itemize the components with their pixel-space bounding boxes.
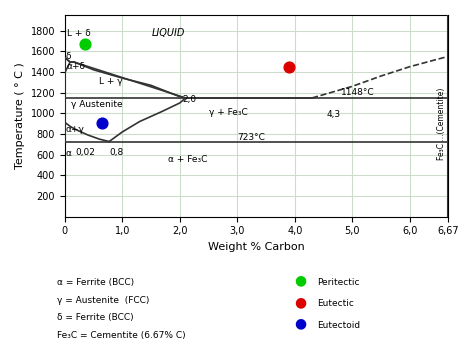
Text: α + Fe₃C: α + Fe₃C bbox=[168, 155, 208, 164]
Text: 2,0: 2,0 bbox=[182, 95, 197, 104]
Text: LIQUID: LIQUID bbox=[152, 28, 185, 38]
Text: 1148°C: 1148°C bbox=[341, 88, 374, 97]
Text: δ = Ferrite (BCC): δ = Ferrite (BCC) bbox=[57, 313, 134, 323]
Text: ●: ● bbox=[294, 274, 306, 288]
Text: L + γ: L + γ bbox=[100, 77, 123, 86]
Text: 4,3: 4,3 bbox=[327, 110, 340, 119]
Text: ●: ● bbox=[294, 295, 306, 309]
Text: 0,8: 0,8 bbox=[109, 148, 124, 157]
Text: Fe₃C ...(Cementite): Fe₃C ...(Cementite) bbox=[437, 88, 446, 160]
X-axis label: Weight % Carbon: Weight % Carbon bbox=[208, 242, 305, 252]
Text: γ + Fe₃C: γ + Fe₃C bbox=[209, 108, 247, 117]
Point bbox=[81, 42, 89, 47]
Text: Eutectoid: Eutectoid bbox=[318, 320, 361, 330]
Text: γ = Austenite  (FCC): γ = Austenite (FCC) bbox=[57, 295, 149, 305]
Text: 723°C: 723°C bbox=[237, 133, 265, 142]
Text: Eutectic: Eutectic bbox=[318, 299, 355, 308]
Text: 0,02: 0,02 bbox=[76, 148, 96, 157]
Text: L + δ: L + δ bbox=[67, 29, 91, 38]
Text: α = Ferrite (BCC): α = Ferrite (BCC) bbox=[57, 278, 134, 287]
Text: δ: δ bbox=[65, 52, 71, 62]
Text: α: α bbox=[65, 149, 72, 158]
Text: α+γ: α+γ bbox=[65, 125, 84, 134]
Text: Fe₃C = Cementite (6.67% C): Fe₃C = Cementite (6.67% C) bbox=[57, 331, 185, 340]
Text: γ Austenite: γ Austenite bbox=[71, 100, 122, 109]
Text: α+δ: α+δ bbox=[67, 62, 86, 71]
Point bbox=[99, 120, 106, 125]
Text: ●: ● bbox=[294, 316, 306, 330]
Point bbox=[285, 64, 293, 69]
Text: Peritectic: Peritectic bbox=[318, 278, 360, 287]
Y-axis label: Temperature ( ° C ): Temperature ( ° C ) bbox=[15, 63, 25, 169]
